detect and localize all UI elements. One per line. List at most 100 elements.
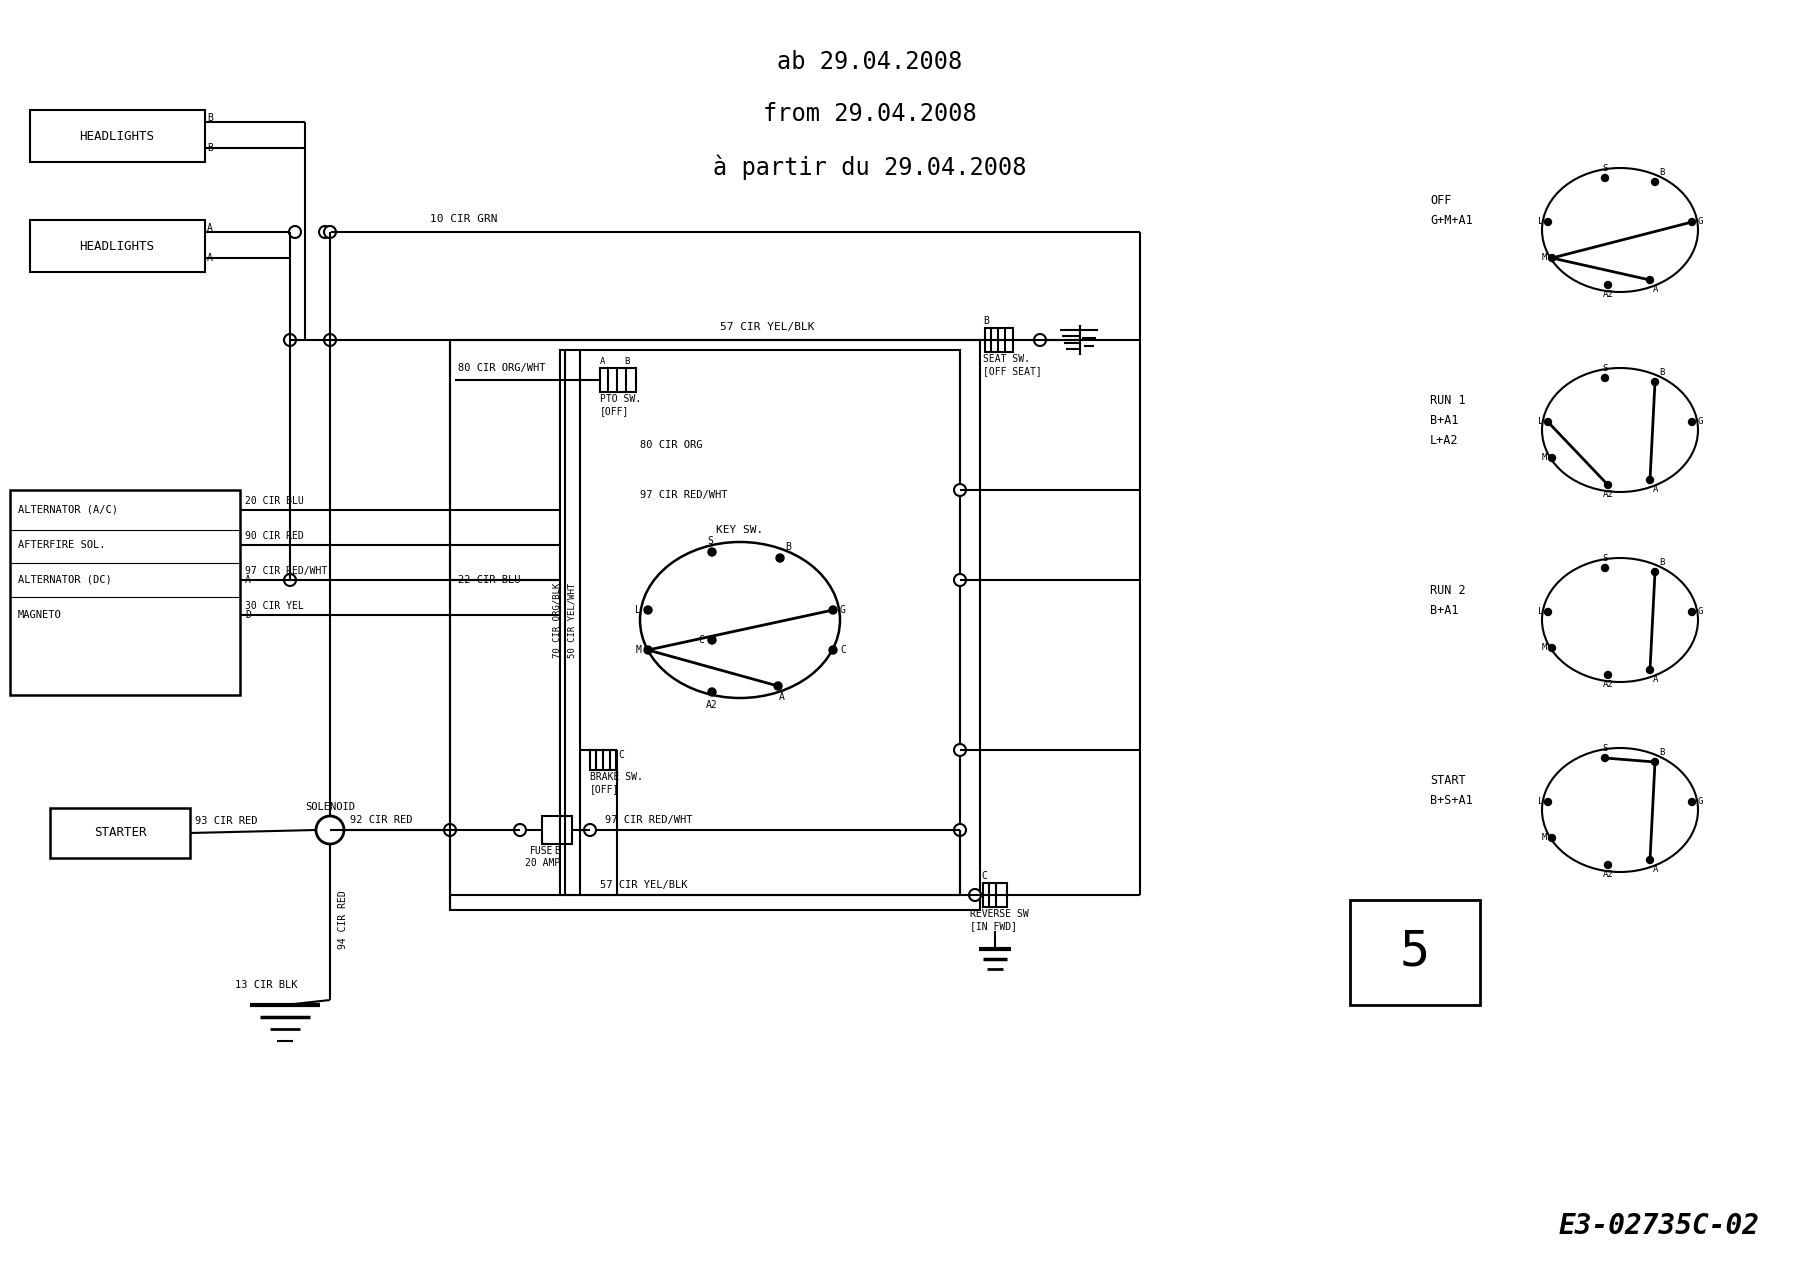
Text: L+A2: L+A2 xyxy=(1429,434,1458,446)
Text: 57 CIR YEL/BLK: 57 CIR YEL/BLK xyxy=(720,322,814,332)
Circle shape xyxy=(1544,219,1552,225)
Bar xyxy=(985,328,1013,352)
Circle shape xyxy=(1688,799,1696,805)
Circle shape xyxy=(290,226,301,238)
Text: 50 CIR YEL/WHT: 50 CIR YEL/WHT xyxy=(567,583,576,658)
Text: C: C xyxy=(981,871,986,881)
Text: S: S xyxy=(1602,364,1607,373)
Circle shape xyxy=(774,682,781,689)
Bar xyxy=(450,340,979,909)
Text: B: B xyxy=(1660,748,1665,757)
Text: PTO SW.: PTO SW. xyxy=(599,394,641,404)
Circle shape xyxy=(1544,418,1552,426)
Text: A2: A2 xyxy=(706,700,718,710)
Circle shape xyxy=(1604,482,1611,488)
Text: C: C xyxy=(841,645,846,655)
Text: S: S xyxy=(1602,555,1607,563)
Text: 80 CIR ORG/WHT: 80 CIR ORG/WHT xyxy=(457,363,545,373)
Text: M: M xyxy=(1541,833,1546,842)
Circle shape xyxy=(1544,608,1552,616)
Circle shape xyxy=(1548,645,1555,651)
Text: D: D xyxy=(245,611,250,619)
Bar xyxy=(11,490,239,695)
Text: KEY SW.: KEY SW. xyxy=(716,525,763,536)
Circle shape xyxy=(707,688,716,696)
Circle shape xyxy=(1602,374,1609,382)
Text: 93 CIR RED: 93 CIR RED xyxy=(194,817,257,826)
Circle shape xyxy=(1647,667,1654,673)
Circle shape xyxy=(1602,754,1609,762)
Circle shape xyxy=(1647,276,1654,284)
Text: 97 CIR RED/WHT: 97 CIR RED/WHT xyxy=(245,566,328,576)
Text: A2: A2 xyxy=(1602,681,1613,689)
Text: FUSE: FUSE xyxy=(529,846,554,856)
Circle shape xyxy=(776,555,785,562)
Circle shape xyxy=(954,824,967,836)
Text: C: C xyxy=(698,635,704,645)
Circle shape xyxy=(1602,174,1609,182)
Circle shape xyxy=(954,744,967,756)
Text: HEADLIGHTS: HEADLIGHTS xyxy=(79,130,155,142)
Text: A: A xyxy=(779,692,785,702)
Text: M: M xyxy=(635,645,641,655)
Bar xyxy=(1350,901,1480,1005)
Text: 22 CIR BLU: 22 CIR BLU xyxy=(457,575,520,585)
Text: A2: A2 xyxy=(1602,490,1613,499)
Text: S: S xyxy=(1602,744,1607,753)
Circle shape xyxy=(1647,856,1654,864)
Text: A: A xyxy=(245,575,250,585)
Text: A: A xyxy=(207,223,212,233)
Bar xyxy=(560,350,959,895)
Text: M: M xyxy=(1541,454,1546,463)
Text: [OFF]: [OFF] xyxy=(599,406,630,416)
Text: REVERSE SW: REVERSE SW xyxy=(970,909,1030,918)
Text: L: L xyxy=(1537,417,1543,426)
Circle shape xyxy=(1604,861,1611,869)
Text: from 29.04.2008: from 29.04.2008 xyxy=(763,102,977,126)
Text: 80 CIR ORG: 80 CIR ORG xyxy=(641,440,702,450)
Circle shape xyxy=(954,485,967,496)
Text: ALTERNATOR (DC): ALTERNATOR (DC) xyxy=(18,575,112,585)
Text: RUN 1: RUN 1 xyxy=(1429,393,1465,407)
Circle shape xyxy=(954,574,967,586)
Text: A: A xyxy=(1652,285,1658,294)
Text: MAGNETO: MAGNETO xyxy=(18,611,61,619)
Text: A: A xyxy=(601,357,605,366)
Text: A: A xyxy=(1652,675,1658,684)
Circle shape xyxy=(583,824,596,836)
Circle shape xyxy=(1548,254,1555,262)
Circle shape xyxy=(324,226,337,238)
Text: C: C xyxy=(617,750,625,759)
Text: S: S xyxy=(1602,164,1607,173)
Circle shape xyxy=(1652,379,1658,385)
Text: [OFF]: [OFF] xyxy=(590,784,619,794)
Text: B: B xyxy=(625,357,630,366)
Text: HEADLIGHTS: HEADLIGHTS xyxy=(79,239,155,253)
Circle shape xyxy=(1033,335,1046,346)
Text: L: L xyxy=(635,605,641,614)
Text: M: M xyxy=(1541,253,1546,262)
Circle shape xyxy=(319,226,331,238)
Circle shape xyxy=(1652,178,1658,186)
Text: G: G xyxy=(1697,417,1703,426)
Circle shape xyxy=(1548,834,1555,842)
Text: 10 CIR GRN: 10 CIR GRN xyxy=(430,214,497,224)
Circle shape xyxy=(830,605,837,614)
Text: A: A xyxy=(1652,485,1658,494)
Text: 97 CIR RED/WHT: 97 CIR RED/WHT xyxy=(641,490,727,500)
Circle shape xyxy=(284,335,295,346)
Text: E3-02735C-02: E3-02735C-02 xyxy=(1559,1212,1760,1240)
Circle shape xyxy=(707,548,716,556)
Text: L: L xyxy=(1537,218,1543,226)
Text: 70 CIR ORG/BLK: 70 CIR ORG/BLK xyxy=(553,583,562,658)
Text: OFF: OFF xyxy=(1429,193,1451,206)
Text: B: B xyxy=(1660,558,1665,567)
Text: RUN 2: RUN 2 xyxy=(1429,584,1465,597)
Circle shape xyxy=(1688,219,1696,225)
Bar xyxy=(590,750,616,770)
Text: G: G xyxy=(1697,798,1703,806)
Bar xyxy=(983,883,1006,907)
Circle shape xyxy=(284,574,295,586)
Text: 13 CIR BLK: 13 CIR BLK xyxy=(236,979,297,990)
Circle shape xyxy=(1602,565,1609,571)
